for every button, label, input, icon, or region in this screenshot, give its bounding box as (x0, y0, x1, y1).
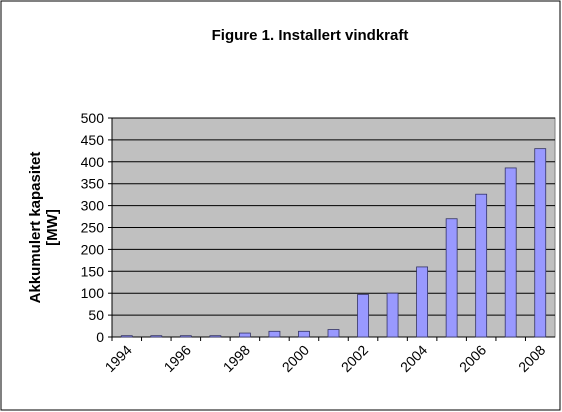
y-axis-label: [MW] (44, 209, 61, 246)
bar (534, 148, 547, 338)
bar (357, 294, 369, 338)
y-tick-label: 50 (88, 307, 104, 323)
y-tick-label: 300 (81, 198, 105, 214)
y-tick-label: 350 (81, 176, 105, 192)
y-tick-label: 200 (81, 241, 105, 257)
y-tick-label: 250 (81, 220, 105, 236)
bar (386, 292, 399, 338)
y-tick-label: 100 (81, 285, 105, 301)
y-tick-label: 450 (81, 132, 105, 148)
bar (268, 330, 281, 338)
y-tick-label: 400 (81, 154, 105, 170)
bar (298, 330, 310, 338)
bar (238, 332, 251, 338)
bar (327, 329, 340, 338)
y-tick-label: 150 (81, 263, 105, 279)
bar (416, 266, 429, 338)
bar (504, 167, 517, 338)
bar (445, 218, 458, 338)
bar (120, 335, 133, 338)
bar (209, 335, 222, 338)
bar (475, 193, 488, 338)
bar (150, 335, 163, 338)
y-tick-label: 500 (81, 110, 105, 126)
y-axis-label: Akkumulert kapasitet (27, 152, 44, 304)
chart-title: Figure 1. Installert vindkraft (212, 27, 409, 44)
bar (179, 335, 192, 338)
y-tick-label: 0 (96, 329, 104, 345)
